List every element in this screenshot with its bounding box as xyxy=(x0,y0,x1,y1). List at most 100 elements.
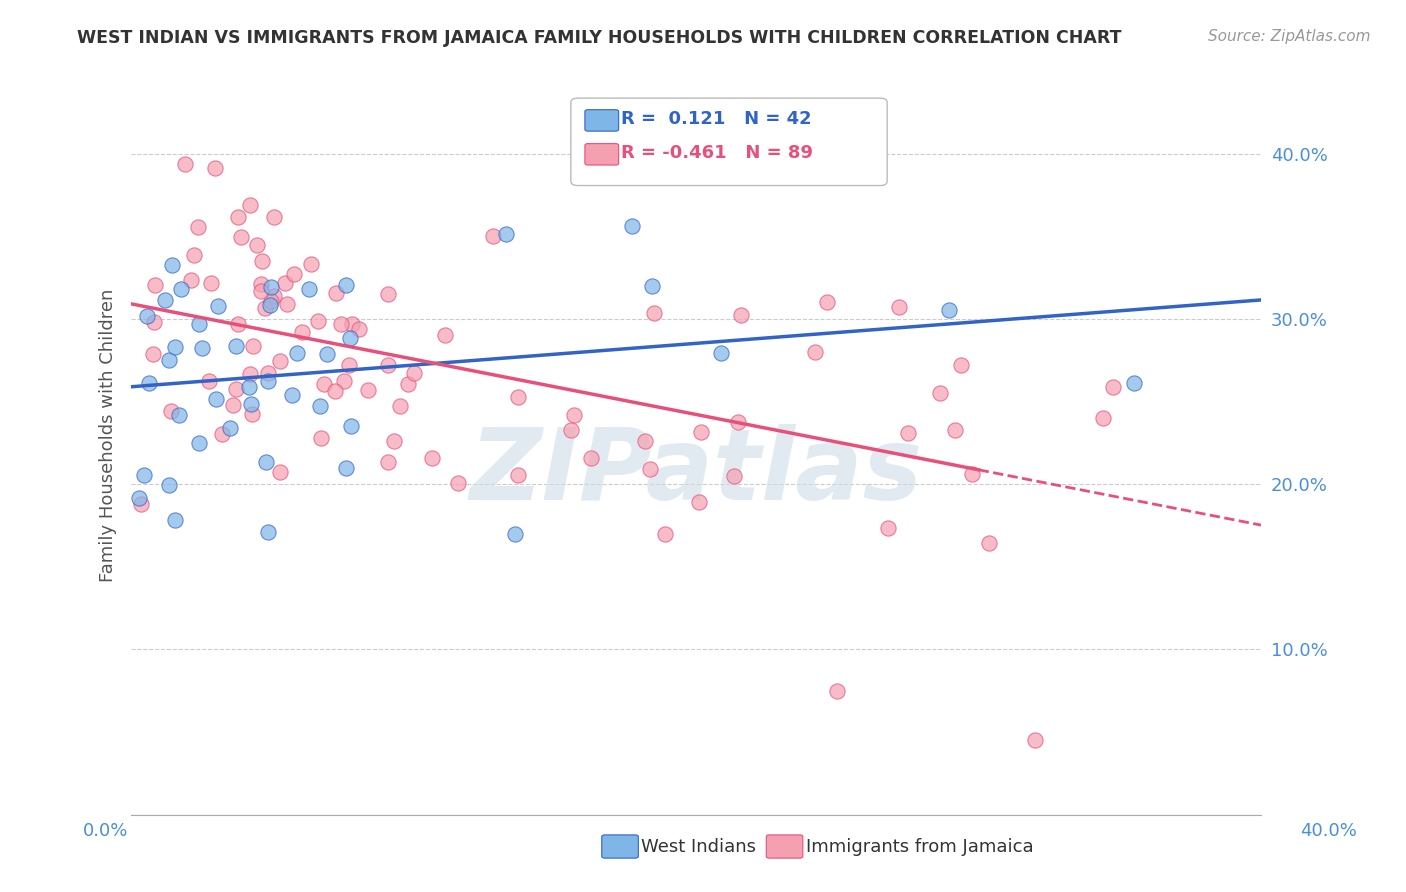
Point xyxy=(145,277,167,292)
Point xyxy=(281,387,304,401)
Point xyxy=(301,256,323,270)
Point xyxy=(433,328,456,343)
Text: Source: ZipAtlas.com: Source: ZipAtlas.com xyxy=(1208,29,1371,44)
Point xyxy=(396,376,419,391)
Text: ZIPatlas: ZIPatlas xyxy=(470,425,922,521)
Point xyxy=(219,421,242,435)
Point xyxy=(157,477,180,491)
Point xyxy=(173,157,195,171)
Point xyxy=(222,398,245,412)
Point xyxy=(187,220,209,235)
Point xyxy=(257,374,280,388)
Text: WEST INDIAN VS IMMIGRANTS FROM JAMAICA FAMILY HOUSEHOLDS WITH CHILDREN CORRELATI: WEST INDIAN VS IMMIGRANTS FROM JAMAICA F… xyxy=(77,29,1122,46)
Point xyxy=(634,434,657,448)
Point xyxy=(603,161,626,175)
Point xyxy=(581,451,603,466)
Point xyxy=(688,494,710,508)
Point xyxy=(160,258,183,272)
Point xyxy=(157,352,180,367)
Text: R =  0.121   N = 42: R = 0.121 N = 42 xyxy=(621,110,813,128)
Point xyxy=(690,425,713,440)
Point xyxy=(339,331,361,345)
Point xyxy=(723,469,745,483)
Point xyxy=(339,419,361,434)
Point xyxy=(225,338,247,352)
Point xyxy=(803,345,825,359)
Point xyxy=(643,306,665,320)
Point xyxy=(827,683,849,698)
Point xyxy=(641,278,664,293)
Point xyxy=(242,339,264,353)
Point xyxy=(495,227,517,241)
Point xyxy=(269,466,291,480)
Point xyxy=(256,366,278,380)
Point xyxy=(240,396,263,410)
Point xyxy=(273,276,295,290)
Point xyxy=(727,415,749,429)
Point xyxy=(377,287,399,301)
Point xyxy=(200,277,222,291)
Point xyxy=(897,425,920,440)
Point xyxy=(962,467,984,481)
Point xyxy=(562,409,585,423)
Point xyxy=(263,288,285,302)
Point xyxy=(188,318,211,332)
Point xyxy=(482,228,505,243)
Point xyxy=(191,341,214,355)
Point xyxy=(1091,411,1114,425)
Point xyxy=(211,426,233,441)
Point xyxy=(239,198,262,212)
Point xyxy=(929,386,952,401)
Point xyxy=(256,524,278,539)
Point xyxy=(404,367,426,381)
Point xyxy=(160,403,183,417)
Text: Immigrants from Jamaica: Immigrants from Jamaica xyxy=(806,838,1033,855)
Point xyxy=(229,230,252,244)
Point xyxy=(889,300,911,314)
Y-axis label: Family Households with Children: Family Households with Children xyxy=(100,288,117,582)
Point xyxy=(134,467,156,482)
Point xyxy=(357,383,380,397)
Point xyxy=(138,376,160,390)
Text: R = -0.461   N = 89: R = -0.461 N = 89 xyxy=(621,144,814,161)
Point xyxy=(226,317,249,331)
Point xyxy=(377,358,399,372)
Point xyxy=(710,346,733,360)
Point xyxy=(730,308,752,322)
Point xyxy=(340,317,363,331)
Point xyxy=(817,295,839,310)
Point xyxy=(503,527,526,541)
Point xyxy=(330,317,353,331)
Point xyxy=(943,423,966,437)
Point xyxy=(204,161,226,176)
Point xyxy=(225,382,247,396)
Point xyxy=(308,400,330,414)
Point xyxy=(239,367,262,381)
Point xyxy=(938,302,960,317)
Point xyxy=(143,316,166,330)
Point xyxy=(259,279,281,293)
Point xyxy=(136,310,159,324)
Point xyxy=(269,354,291,368)
Point xyxy=(252,253,274,268)
Point xyxy=(335,460,357,475)
Point xyxy=(508,468,530,483)
Point xyxy=(153,293,176,307)
Point xyxy=(259,297,281,311)
Point xyxy=(260,294,283,309)
Point xyxy=(377,455,399,469)
Point xyxy=(323,384,346,399)
Point xyxy=(163,513,186,527)
Point xyxy=(420,451,443,466)
Point xyxy=(620,219,643,233)
Point xyxy=(226,210,249,224)
Point xyxy=(198,374,221,388)
Text: 0.0%: 0.0% xyxy=(83,822,128,839)
Point xyxy=(384,434,406,448)
Point xyxy=(312,377,335,392)
Point xyxy=(207,299,229,313)
Point xyxy=(388,399,411,413)
Point xyxy=(180,273,202,287)
Point xyxy=(949,358,972,372)
Point xyxy=(977,536,1000,550)
